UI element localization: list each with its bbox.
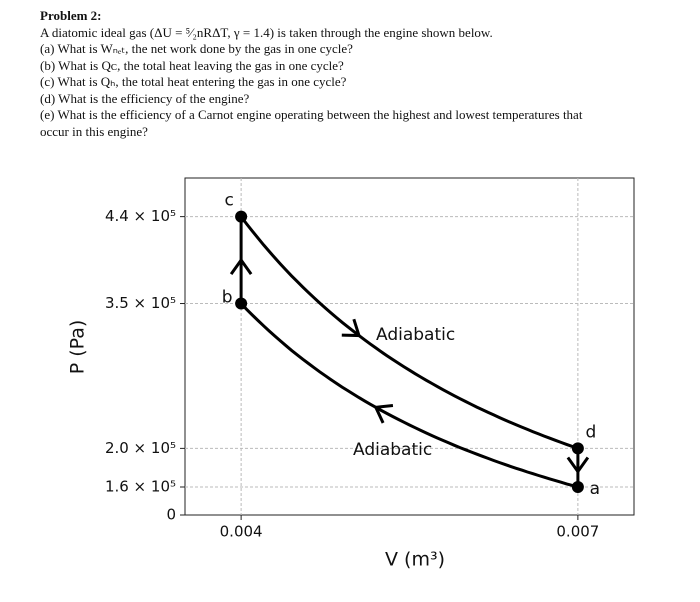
annotation: Adiabatic — [376, 325, 455, 345]
problem-line: (c) What is Qₕ, the total heat entering … — [40, 74, 347, 89]
y-tick-label: 4.4 × 10⁵ — [105, 207, 176, 225]
direction-arrow — [566, 456, 590, 475]
y-axis-label: P (Pa) — [67, 320, 89, 375]
y-tick-label: 3.5 × 10⁵ — [105, 294, 176, 312]
state-point — [571, 442, 584, 455]
problem-line: occur in this engine? — [40, 123, 148, 139]
y-tick-label: 2.0 × 10⁵ — [105, 439, 176, 457]
problem-line: (e) What is the efficiency of a Carnot e… — [40, 107, 583, 122]
y-tick-label: 1.6 × 10⁵ — [105, 478, 176, 496]
x-tick-label: 0.007 — [556, 523, 599, 541]
direction-arrow — [341, 318, 362, 338]
problem-line: (b) What is Qᴄ, the total heat leaving t… — [40, 57, 344, 73]
process-path — [240, 302, 579, 489]
direction-arrow — [373, 404, 394, 424]
problem-line: A diatomic ideal gas (ΔU = ⁵⁄₂nRΔT, γ = … — [40, 24, 493, 40]
problem-line: (d) What is the efficiency of the engine… — [40, 90, 250, 106]
x-tick-label: 0.004 — [220, 523, 263, 541]
x-axis-label: V (m³) — [385, 549, 445, 571]
problem-line: (a) What is Wₙₑₜ, the net work done by t… — [40, 41, 353, 56]
direction-arrow — [229, 257, 253, 275]
y-tick-label: 0 — [166, 506, 176, 524]
point-label: d — [585, 422, 596, 442]
state-point — [235, 297, 248, 310]
process-path — [239, 215, 579, 450]
plot-frame — [184, 177, 635, 516]
point-label: c — [224, 191, 233, 211]
problem: Problem 2: A diatomic ideal gas (ΔU = ⁵⁄… — [40, 8, 582, 140]
point-label: b — [222, 288, 233, 308]
state-point — [235, 210, 248, 223]
annotation: Adiabatic — [353, 440, 432, 460]
problem-title: Problem 2: — [40, 8, 102, 23]
point-label: a — [590, 479, 600, 499]
state-point — [571, 481, 584, 493]
